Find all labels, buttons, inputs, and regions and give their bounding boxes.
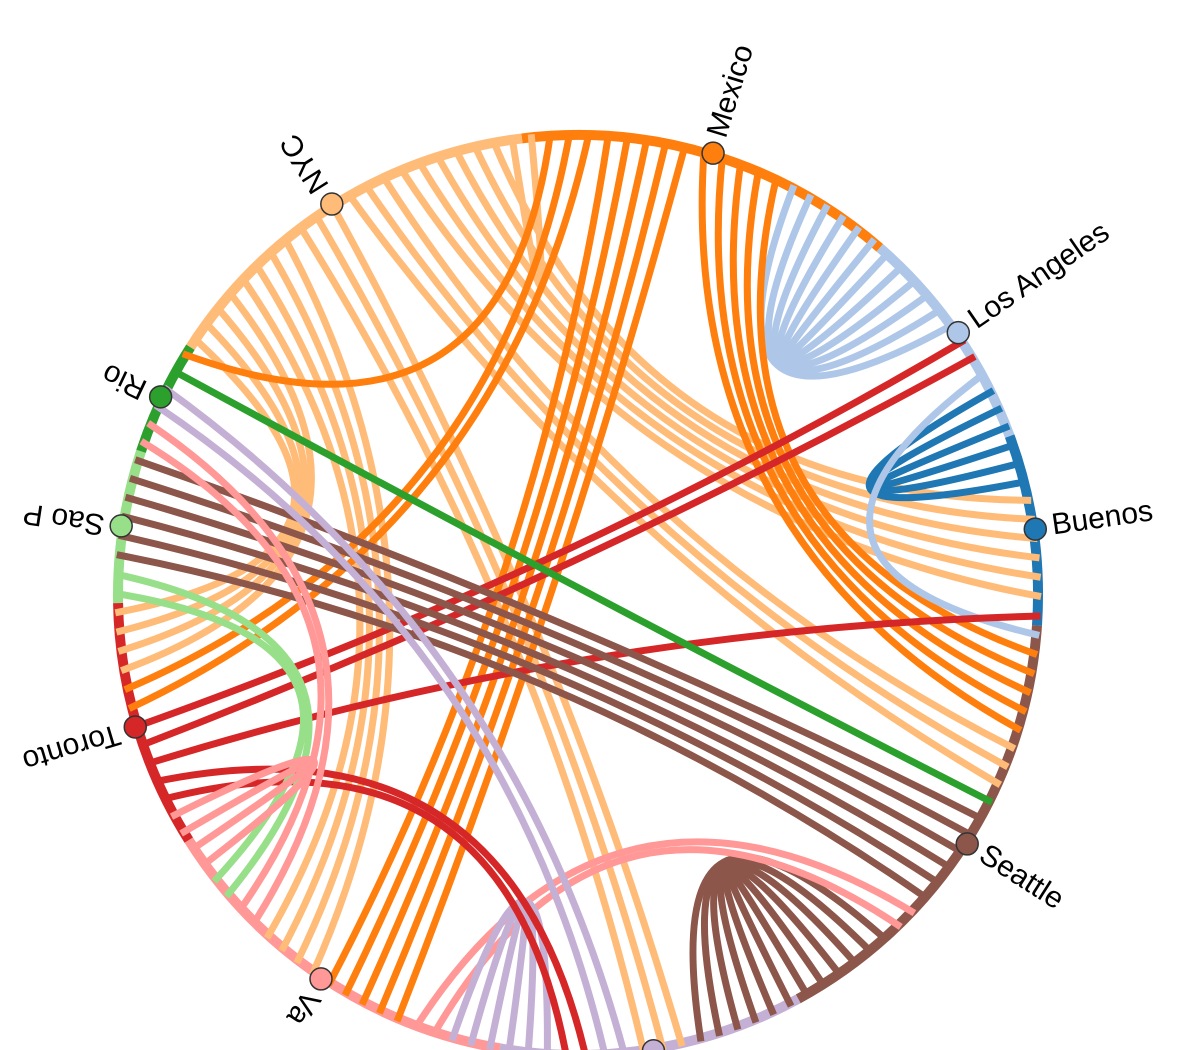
link-strand (698, 149, 1023, 734)
node-dot (109, 514, 133, 538)
link-strand (362, 181, 1010, 771)
link-strand (134, 456, 985, 823)
node-label: NYC (274, 128, 336, 199)
link-strand (743, 168, 1036, 678)
link-strand (181, 132, 555, 388)
link-strand (145, 612, 1041, 768)
node-label: Sao P (21, 496, 107, 541)
link-strand (138, 353, 977, 750)
link-strand (489, 138, 1032, 504)
link-strand (756, 175, 1039, 658)
node-dot (1023, 517, 1048, 541)
node-dot (148, 385, 173, 409)
node-dot (946, 320, 971, 345)
link-strand (116, 551, 930, 902)
link-strand (723, 865, 812, 1008)
link-strand (153, 765, 588, 1050)
link-strand (757, 184, 956, 380)
node-dot (701, 141, 725, 165)
node-label: Va (280, 985, 327, 1032)
node-dot (123, 715, 148, 739)
link-strand (866, 370, 1041, 639)
link-strand (161, 778, 569, 1050)
node-dot (309, 967, 333, 991)
link-strand (114, 570, 313, 899)
node-dot (641, 1039, 666, 1050)
link-strand (345, 191, 1003, 788)
link-strand (376, 139, 670, 1015)
link-strand (146, 420, 333, 927)
link-strand (714, 154, 1028, 715)
node-label: Rio (97, 357, 152, 406)
link-strand (171, 367, 994, 806)
link-strand (451, 147, 1038, 543)
link-strand (397, 165, 1042, 601)
link-strand (133, 337, 967, 731)
link-strand (325, 132, 613, 987)
node-label: Buenos (1050, 494, 1155, 541)
node-dot (955, 832, 979, 856)
link-strand (393, 143, 689, 1023)
link-strand (123, 131, 574, 693)
node-dot (320, 192, 344, 216)
node-label: Mexico (701, 41, 760, 142)
link-strand (139, 438, 325, 913)
link-strand (281, 235, 394, 976)
link-strand (153, 402, 608, 1050)
node-label: Seattle (973, 838, 1069, 916)
nodes: Mexico Los Angeles Buenos Seattle Va Toronto S… (19, 41, 1155, 1050)
link-strand (412, 838, 917, 1031)
link-strand (120, 512, 954, 872)
link-strand (729, 161, 1032, 697)
link-strand (161, 384, 627, 1050)
link-strand (415, 158, 1042, 581)
link-strand (118, 531, 942, 887)
link-strand (124, 493, 965, 856)
node-label: Los Angeles (962, 215, 1115, 335)
node-label: Toronto (19, 718, 124, 778)
link-strand (865, 387, 1028, 502)
link-strand (127, 131, 593, 712)
links (114, 131, 1042, 1050)
link-strand (433, 152, 1040, 562)
